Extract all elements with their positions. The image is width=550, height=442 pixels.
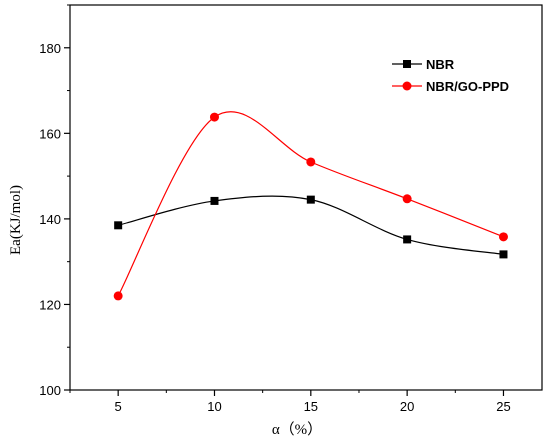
y-tick-label: 140	[39, 212, 61, 227]
y-tick-label: 180	[39, 41, 61, 56]
series-line-nbr-go-ppd	[117, 111, 504, 297]
data-point-nbr-go-ppd	[306, 157, 316, 167]
series-nbr	[114, 195, 508, 259]
data-point-nbr-go-ppd	[209, 112, 219, 122]
plot-frame	[69, 4, 543, 391]
data-point-nbr	[114, 221, 123, 230]
y-axis-title: Ea(KJ/mol)	[8, 185, 24, 255]
y-tick-label: 160	[39, 126, 61, 141]
y-tick-label: 100	[39, 383, 61, 398]
data-point-nbr	[306, 195, 315, 204]
legend-item-nbr-go-ppd: NBR/GO-PPD	[392, 79, 509, 94]
legend: NBR NBR/GO-PPD	[392, 57, 509, 94]
y-tick-label: 120	[39, 297, 61, 312]
data-point-nbr	[499, 250, 508, 259]
legend-label-nbr: NBR	[426, 57, 455, 72]
series-layer	[113, 111, 508, 301]
data-point-nbr-go-ppd	[498, 232, 508, 242]
x-axis-title: α（%）	[272, 421, 322, 438]
x-tick-label: 5	[115, 399, 122, 414]
legend-marker-nbr	[403, 60, 411, 68]
x-tick-label: 10	[207, 399, 221, 414]
series-line-nbr	[118, 195, 504, 255]
legend-marker-nbr-go-ppd	[402, 81, 412, 91]
x-tick-label: 25	[496, 399, 510, 414]
legend-label-nbr-go-ppd: NBR/GO-PPD	[426, 79, 509, 94]
series-nbr-go-ppd	[113, 111, 508, 301]
data-point-nbr-go-ppd	[402, 194, 412, 204]
data-point-nbr-go-ppd	[113, 291, 123, 301]
x-tick-label: 15	[304, 399, 318, 414]
data-point-nbr	[210, 196, 219, 205]
legend-item-nbr: NBR	[392, 57, 455, 72]
axes-layer: 100 120 140 160 180 5 10 15 20 25	[39, 4, 543, 414]
x-tick-label: 20	[400, 399, 414, 414]
data-point-nbr	[403, 235, 412, 244]
